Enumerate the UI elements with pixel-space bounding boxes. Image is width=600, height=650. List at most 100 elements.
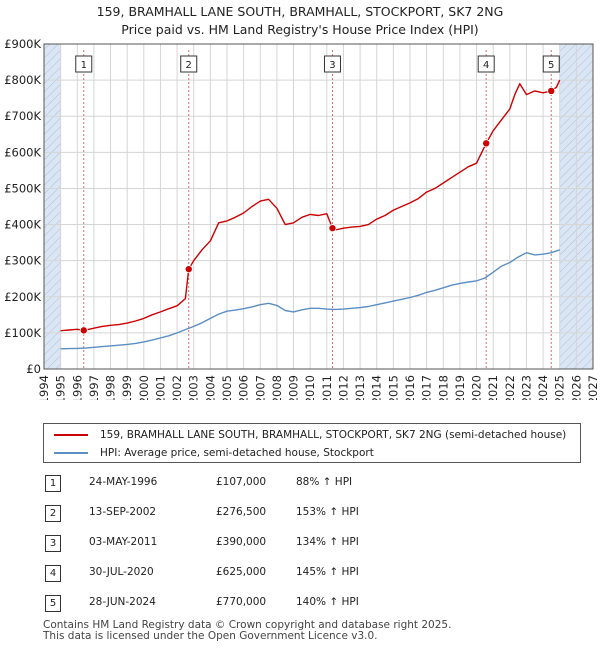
- plot-area: [44, 44, 593, 369]
- x-tick-label: 2013: [353, 375, 367, 400]
- sale-price: £107,000: [216, 476, 267, 488]
- x-tick-label: 2021: [486, 375, 500, 400]
- footer-copyright: Contains HM Land Registry data © Crown c…: [43, 619, 452, 631]
- y-tick-label: £300K: [4, 254, 41, 268]
- sale-number-badge: 2: [45, 505, 61, 522]
- sale-number-badge: 5: [45, 595, 61, 612]
- sale-point: [328, 224, 337, 233]
- sale-hpi-change: 153% ↑ HPI: [296, 506, 359, 518]
- sale-point: [184, 265, 193, 274]
- x-tick-label: 2011: [320, 375, 334, 400]
- chart-title: 159, BRAMHALL LANE SOUTH, BRAMHALL, STOC…: [96, 4, 504, 19]
- x-tick-label: 2012: [336, 375, 350, 400]
- x-tick-label: 2015: [386, 375, 400, 400]
- sale-marker-box: [477, 55, 495, 73]
- sale-point: [547, 86, 556, 95]
- x-tick-label: 2024: [536, 375, 550, 400]
- plot-frame: [43, 43, 594, 370]
- sale-marker-label: 3: [329, 60, 335, 71]
- sale-date: 24-MAY-1996: [89, 476, 158, 488]
- sale-row: 5 28-JUN-2024 £770,000 140% ↑ HPI: [43, 590, 583, 620]
- sale-marker-box: [180, 55, 198, 73]
- sale-row: 3 03-MAY-2011 £390,000 134% ↑ HPI: [43, 530, 583, 560]
- x-tick-label: 1998: [104, 375, 118, 400]
- x-tick-label: 2017: [420, 375, 434, 400]
- x-tick-label: 2020: [470, 375, 484, 400]
- sale-date: 13-SEP-2002: [89, 506, 157, 518]
- x-tick-label: 2026: [569, 375, 583, 400]
- sale-row: 4 30-JUL-2020 £625,000 145% ↑ HPI: [43, 560, 583, 590]
- hatched-range: [44, 44, 61, 369]
- x-tick-label: 2007: [253, 375, 267, 400]
- legend-swatch-hpi: [54, 452, 88, 454]
- x-tick-label: 2023: [519, 375, 533, 400]
- x-tick-label: 2000: [137, 375, 151, 400]
- sale-number-badge: 4: [45, 565, 61, 582]
- sale-number-badge: 1: [45, 475, 61, 492]
- x-tick-label: 2001: [153, 375, 167, 400]
- sale-row: 1 24-MAY-1996 £107,000 88% ↑ HPI: [43, 470, 583, 500]
- sale-marker-label: 1: [81, 60, 87, 71]
- x-tick-label: 1999: [120, 375, 134, 400]
- legend-label-hpi: HPI: Average price, semi-detached house,…: [100, 447, 374, 459]
- x-tick-label: 2014: [370, 375, 384, 400]
- y-tick-label: £0: [26, 362, 41, 376]
- sale-price: £276,500: [216, 506, 267, 518]
- x-tick-label: 1995: [54, 375, 68, 400]
- y-tick-label: £900K: [4, 37, 41, 51]
- sale-marker-box: [323, 55, 341, 73]
- sale-date: 30-JUL-2020: [89, 566, 154, 578]
- x-tick-label: 1997: [87, 375, 101, 400]
- sale-date: 28-JUN-2024: [89, 596, 156, 608]
- x-tick-label: 2016: [403, 375, 417, 400]
- x-tick-label: 2006: [237, 375, 251, 400]
- x-tick-label: 2010: [303, 375, 317, 400]
- x-tick-label: 2027: [586, 375, 600, 400]
- sale-date: 03-MAY-2011: [89, 536, 158, 548]
- sale-price: £625,000: [216, 566, 267, 578]
- x-tick-label: 2025: [553, 375, 567, 400]
- chart-legend: 159, BRAMHALL LANE SOUTH, BRAMHALL, STOC…: [43, 423, 581, 463]
- sale-marker-label: 2: [186, 60, 192, 71]
- x-tick-label: 2004: [203, 375, 217, 400]
- y-tick-label: £800K: [4, 73, 41, 87]
- sale-number-badge: 3: [45, 535, 61, 552]
- y-tick-label: £200K: [4, 290, 41, 304]
- hpi-series-line: [60, 249, 560, 350]
- x-tick-label: 2008: [270, 375, 284, 400]
- footer-licence: This data is licensed under the Open Gov…: [43, 630, 378, 642]
- sale-marker-box: [75, 55, 93, 73]
- sale-marker-label: 5: [548, 60, 554, 71]
- chart-subtitle: Price paid vs. HM Land Registry's House …: [121, 22, 479, 37]
- sale-row: 2 13-SEP-2002 £276,500 153% ↑ HPI: [43, 500, 583, 530]
- legend-swatch-property: [54, 434, 88, 436]
- x-tick-label: 1994: [37, 375, 51, 400]
- y-tick-label: £700K: [4, 109, 41, 123]
- footer-attribution: Contains HM Land Registry data © Crown c…: [43, 620, 451, 642]
- x-tick-label: 2018: [436, 375, 450, 400]
- x-tick-label: 2019: [453, 375, 467, 400]
- sale-hpi-change: 140% ↑ HPI: [296, 596, 359, 608]
- x-tick-label: 2002: [170, 375, 184, 400]
- x-tick-label: 2003: [187, 375, 201, 400]
- x-tick-label: 2022: [503, 375, 517, 400]
- y-tick-label: £100K: [4, 326, 41, 340]
- sale-marker-box: [542, 55, 560, 73]
- sale-hpi-change: 145% ↑ HPI: [296, 566, 359, 578]
- sale-point: [482, 139, 491, 148]
- y-tick-label: £600K: [4, 145, 41, 159]
- sale-price: £770,000: [216, 596, 267, 608]
- y-tick-label: £400K: [4, 218, 41, 232]
- property-series-line: [60, 79, 561, 332]
- y-tick-label: £500K: [4, 181, 41, 195]
- sale-price: £390,000: [216, 536, 267, 548]
- x-tick-label: 2005: [220, 375, 234, 400]
- x-tick-label: 2009: [287, 375, 301, 400]
- x-tick-label: 1996: [70, 375, 84, 400]
- legend-label-property: 159, BRAMHALL LANE SOUTH, BRAMHALL, STOC…: [100, 429, 567, 441]
- sale-hpi-change: 134% ↑ HPI: [296, 536, 359, 548]
- sale-hpi-change: 88% ↑ HPI: [296, 476, 353, 488]
- sale-marker-label: 4: [483, 60, 489, 71]
- sale-point: [79, 326, 88, 335]
- price-chart: £0 £100K £200K £300K £400K £500K £600K £700K £80…: [4, 37, 600, 400]
